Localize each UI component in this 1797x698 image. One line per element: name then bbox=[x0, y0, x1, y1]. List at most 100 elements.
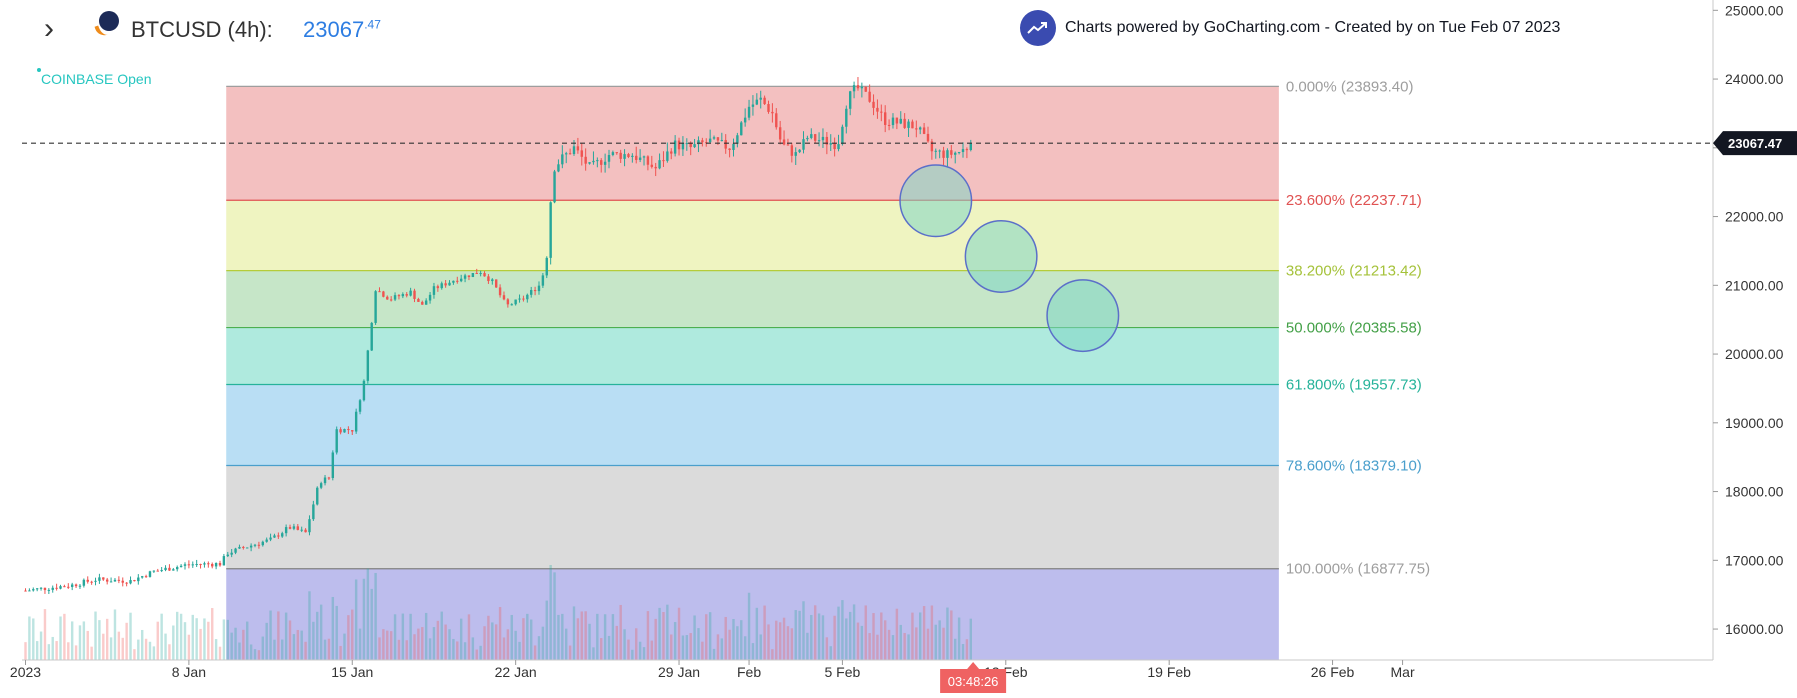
volume-bar bbox=[852, 604, 856, 660]
volume-bar bbox=[265, 622, 268, 660]
volume-bar bbox=[545, 600, 548, 660]
volume-bar bbox=[133, 649, 136, 660]
last-price-marker bbox=[1713, 131, 1797, 156]
candle-body bbox=[895, 117, 899, 124]
volume-bar bbox=[389, 631, 393, 660]
candle-body bbox=[273, 535, 276, 538]
fib-zone bbox=[226, 200, 1279, 271]
volume-bar bbox=[755, 607, 759, 660]
candle-body bbox=[125, 582, 128, 584]
candle-body bbox=[409, 290, 412, 296]
volume-bar bbox=[957, 617, 961, 660]
candle-body bbox=[946, 150, 949, 158]
candle-body bbox=[59, 586, 62, 589]
volume-bar bbox=[35, 641, 39, 660]
candle-body bbox=[152, 570, 156, 572]
volume-bar bbox=[876, 634, 879, 660]
volume-bar bbox=[911, 612, 914, 660]
volume-bar bbox=[261, 636, 264, 660]
candle-body bbox=[887, 124, 891, 126]
volume-bar bbox=[751, 643, 755, 660]
candle-body bbox=[331, 452, 335, 479]
candle-body bbox=[938, 150, 941, 152]
volume-bar bbox=[316, 611, 319, 660]
candle-body bbox=[39, 587, 43, 589]
volume-bar bbox=[603, 614, 607, 660]
volume-bar bbox=[234, 627, 237, 660]
volume-bar bbox=[339, 645, 342, 660]
volume-bar bbox=[471, 637, 475, 660]
candlesticks bbox=[24, 77, 972, 594]
candle-body bbox=[537, 285, 541, 292]
candle-body bbox=[405, 294, 408, 296]
candle-body bbox=[102, 577, 105, 580]
volume-bar bbox=[199, 628, 202, 660]
candle-body bbox=[697, 140, 700, 145]
volume-bar bbox=[459, 618, 463, 660]
candle-body bbox=[296, 526, 300, 530]
volume-bar bbox=[176, 611, 179, 660]
candle-body bbox=[109, 581, 113, 583]
candle-body bbox=[24, 590, 27, 592]
candle-body bbox=[883, 112, 887, 125]
candle-body bbox=[424, 300, 428, 305]
volume-bar bbox=[195, 618, 198, 660]
candle-body bbox=[915, 128, 918, 130]
volume-bar bbox=[903, 632, 906, 660]
candle-body bbox=[852, 85, 856, 92]
volume-bar bbox=[479, 645, 482, 660]
chevron-right-icon[interactable]: › bbox=[44, 12, 54, 45]
candle-body bbox=[576, 146, 580, 151]
volume-bar bbox=[331, 596, 335, 660]
volume-bar bbox=[775, 620, 778, 660]
candle-body bbox=[148, 571, 152, 577]
time-tick-label: 19 Feb bbox=[1147, 664, 1191, 680]
symbol-label[interactable]: BTCUSD (4h): bbox=[131, 17, 273, 42]
trend-chart-icon[interactable] bbox=[1020, 10, 1056, 46]
candle-body bbox=[957, 152, 961, 154]
volume-bar bbox=[627, 639, 630, 660]
candle-body bbox=[740, 122, 743, 136]
volume-bar bbox=[386, 630, 389, 660]
candle-body bbox=[522, 298, 525, 300]
candle-body bbox=[211, 564, 214, 567]
projection-circle bbox=[899, 164, 973, 238]
candle-body bbox=[825, 136, 829, 145]
volume-bar bbox=[829, 646, 832, 660]
volume-bar bbox=[740, 620, 743, 660]
candle-body bbox=[144, 576, 148, 578]
last-price-marker-label: 23067.47 bbox=[1728, 136, 1782, 151]
fib-level-label: 23.600% (22237.71) bbox=[1286, 192, 1422, 209]
volume-bar bbox=[883, 620, 887, 660]
volume-bar bbox=[693, 615, 696, 660]
volume-bar bbox=[716, 634, 720, 660]
volume-bar bbox=[370, 588, 373, 660]
candle-body bbox=[133, 580, 136, 582]
candle-body bbox=[864, 86, 867, 92]
volume-bar bbox=[98, 620, 101, 660]
candle-body bbox=[86, 579, 89, 582]
volume-bar bbox=[230, 632, 233, 660]
volume-bar bbox=[137, 639, 140, 660]
candle-body bbox=[701, 140, 704, 143]
volume-bar bbox=[946, 607, 949, 660]
candle-body bbox=[382, 291, 385, 297]
volume-bar bbox=[541, 626, 545, 660]
volume-bar bbox=[623, 629, 626, 660]
candle-body bbox=[191, 564, 194, 566]
candle-body bbox=[666, 151, 669, 161]
candle-body bbox=[876, 107, 879, 112]
volume-bar bbox=[242, 629, 245, 660]
candle-body bbox=[743, 117, 747, 123]
candle-body bbox=[459, 278, 463, 282]
candle-body bbox=[778, 127, 782, 140]
candle-body bbox=[63, 586, 66, 588]
volume-bar bbox=[362, 578, 366, 660]
candle-body bbox=[693, 144, 696, 148]
candle-body bbox=[265, 539, 268, 542]
candle-body bbox=[911, 121, 914, 129]
candle-body bbox=[378, 291, 381, 293]
volume-bar bbox=[565, 628, 568, 660]
volume-bar bbox=[156, 621, 159, 660]
